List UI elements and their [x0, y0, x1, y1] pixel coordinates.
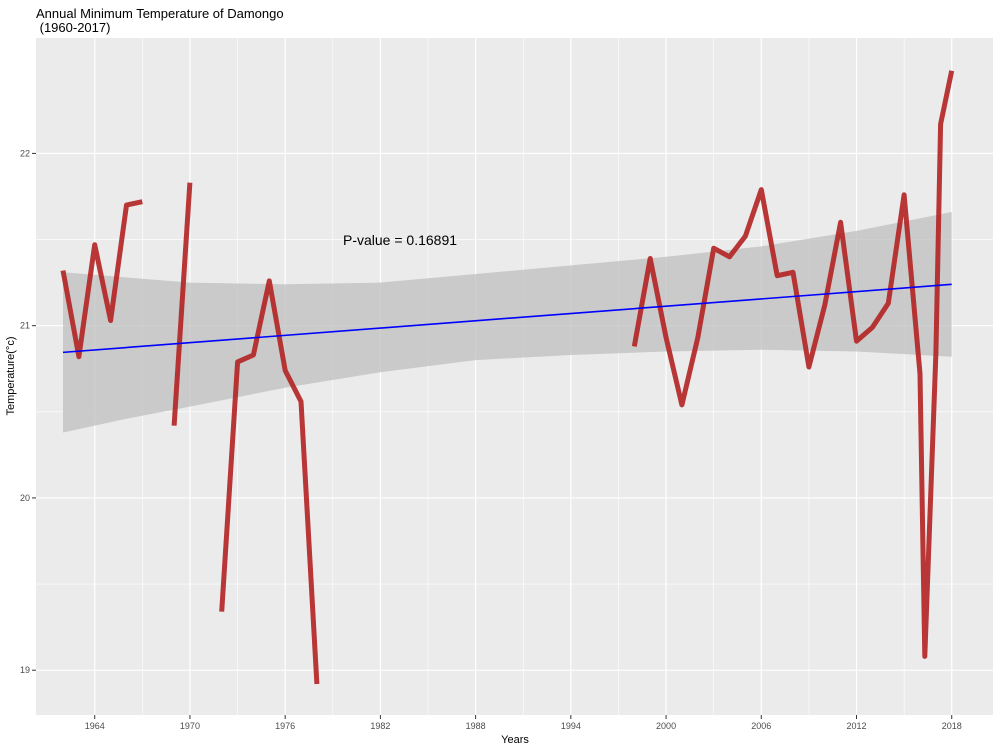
x-axis: 1964 1970 1976 1982 1988 1994 2000 2006 2012 2018 [85, 715, 962, 731]
trend-line [62, 283, 952, 354]
confidence-band [63, 212, 952, 433]
x-tick-label: 2000 [656, 721, 676, 731]
x-tick-label: 1994 [561, 721, 581, 731]
y-axis-title: Temperature(°c) [5, 337, 17, 416]
x-axis-title: Years [501, 734, 529, 746]
x-tick-label: 2018 [942, 721, 962, 731]
temperature-series-segment [631, 70, 955, 659]
temperature-series-segment [171, 182, 193, 426]
y-axis: 19 20 21 22 [20, 148, 36, 675]
temperature-series-segment [60, 199, 143, 360]
series-layer [60, 70, 955, 685]
x-tick-label: 1964 [85, 721, 105, 731]
x-tick-label: 2006 [751, 721, 771, 731]
p-value-annotation: P-value = 0.16891 [343, 232, 457, 248]
x-tick-label: 2012 [846, 721, 866, 731]
x-tick-label: 1976 [275, 721, 295, 731]
y-tick-label: 21 [20, 321, 30, 331]
y-tick-label: 19 [20, 665, 30, 675]
x-tick-label: 1982 [370, 721, 390, 731]
x-tick-label: 1970 [180, 721, 200, 731]
y-tick-label: 20 [20, 493, 30, 503]
temperature-series-segment [219, 278, 320, 685]
chart-title: Annual Minimum Temperature of Damongo [36, 6, 284, 21]
x-tick-label: 1988 [466, 721, 486, 731]
chart-subtitle: (1960-2017) [36, 20, 110, 35]
y-tick-label: 22 [20, 148, 30, 158]
